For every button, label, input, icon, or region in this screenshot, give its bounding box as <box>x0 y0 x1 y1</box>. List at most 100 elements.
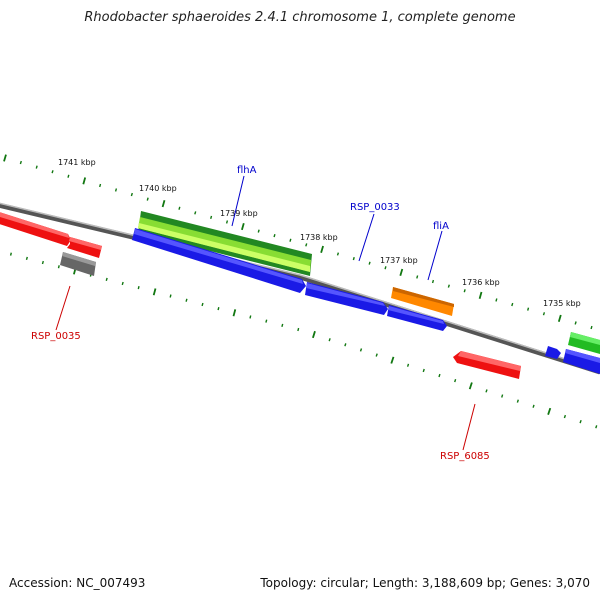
outer-scale-tick <box>289 238 292 242</box>
inner-scale-tick <box>281 323 284 327</box>
inner-scale-ticks <box>9 252 598 429</box>
outer-scale-tick <box>194 211 197 215</box>
inner-scale-tick <box>41 260 44 265</box>
inner-scale-tick <box>121 281 124 286</box>
gene-label-rsp0035[interactable]: RSP_0035 <box>31 331 81 342</box>
inner-scale-tick <box>501 394 504 398</box>
inner-scale-tick <box>312 330 316 339</box>
inner-scale-tick <box>9 252 12 256</box>
callout-rsp0035 <box>55 285 71 331</box>
inner-scale-tick <box>468 382 473 390</box>
inner-scale-tick <box>152 288 157 296</box>
genome-summary-text: Topology: circular; Length: 3,188,609 bp… <box>260 576 590 590</box>
outer-scale-tick <box>431 279 435 284</box>
inner-scale-tick <box>516 399 519 403</box>
outer-scale-tick <box>336 252 340 256</box>
callout-fliA <box>427 230 443 281</box>
gene-label-fliA[interactable]: fliA <box>433 221 449 232</box>
outer-scale-tick <box>574 321 577 325</box>
callout-rsp6085 <box>462 403 476 451</box>
outer-scale-tick <box>463 289 466 293</box>
gene-flhA-highlight <box>138 223 310 272</box>
kbp-label-1736: 1736 kbp <box>462 278 500 287</box>
outer-scale-tick <box>67 174 70 178</box>
outer-scale-tick <box>19 160 22 165</box>
callout-rsp0033 <box>358 213 375 262</box>
gene-red-left-shine <box>0 212 69 238</box>
gene-blue-1-shine <box>134 229 303 284</box>
inner-scale-tick <box>563 414 567 419</box>
inner-scale-tick <box>328 338 331 342</box>
inner-scale-tick <box>265 319 268 323</box>
kbp-label-1739: 1739 kbp <box>220 209 258 218</box>
inner-scale-tick <box>217 307 220 311</box>
outer-scale-tick <box>114 188 118 192</box>
inner-scale-tick <box>359 348 363 352</box>
outer-scale-tick <box>511 302 514 307</box>
inner-scale-tick <box>249 315 252 319</box>
outer-scale-ticks <box>3 154 593 330</box>
inner-scale-tick <box>579 419 582 424</box>
outer-scale-tick <box>368 261 371 265</box>
gene-blue-right[interactable] <box>563 349 600 374</box>
gene-blue-right-shine <box>565 349 600 363</box>
outer-scale-tick <box>51 170 54 174</box>
inner-scale-tick <box>169 294 172 298</box>
outer-scale-tick <box>384 266 387 270</box>
inner-scale-tick <box>438 373 441 378</box>
outer-scale-tick <box>557 314 562 322</box>
outer-scale-tick <box>399 268 404 276</box>
outer-scale-tick <box>241 222 245 231</box>
outer-scale-tick <box>210 215 213 219</box>
outer-scale-tick <box>82 177 87 185</box>
inner-scale-tick <box>375 353 378 357</box>
accession-text: Accession: NC_007493 <box>9 576 146 590</box>
outer-scale-tick <box>3 154 7 162</box>
inner-scale-tick <box>422 368 425 373</box>
inner-scale-tick <box>57 265 60 269</box>
kbp-label-1741: 1741 kbp <box>58 158 96 167</box>
inner-scale-tick <box>185 298 188 302</box>
inner-scale-tick <box>297 327 300 332</box>
inner-scale-tick <box>406 363 410 367</box>
gene-label-rsp6085[interactable]: RSP_6085 <box>440 451 490 462</box>
inner-scale-tick <box>25 256 28 260</box>
gene-blue-3-shine <box>388 306 444 324</box>
callout-flhA <box>231 175 245 227</box>
kbp-label-1740: 1740 kbp <box>139 184 177 193</box>
inner-scale-tick <box>201 302 204 307</box>
outer-scale-tick <box>225 220 229 224</box>
inner-scale-tick <box>532 404 535 408</box>
gene-rsp0033-shine <box>306 283 385 306</box>
gene-blue-small[interactable] <box>545 346 561 359</box>
inner-scale-tick <box>232 309 237 317</box>
outer-scale-tick <box>352 257 355 261</box>
outer-scale-tick <box>447 284 450 288</box>
inner-scale-tick <box>454 378 457 383</box>
inner-scale-tick <box>344 343 347 347</box>
inner-scale-tick <box>547 407 552 415</box>
outer-scale-tick <box>527 307 530 311</box>
outer-scale-tick <box>257 229 260 233</box>
outer-scale-tick <box>161 200 166 208</box>
kbp-label-1737: 1737 kbp <box>380 256 418 265</box>
outer-scale-tick <box>416 275 419 279</box>
inner-scale-tick <box>105 277 108 281</box>
gene-label-flhA[interactable]: flhA <box>237 165 257 176</box>
chromosome-backbone <box>0 202 600 375</box>
inner-scale-tick <box>595 425 598 429</box>
outer-scale-tick <box>99 183 102 188</box>
outer-scale-tick <box>130 192 133 197</box>
outer-scale-tick <box>178 206 181 210</box>
outer-scale-tick <box>590 325 593 330</box>
outer-scale-tick <box>478 291 483 299</box>
outer-scale-tick <box>273 234 276 238</box>
chromosome-backbone-highlight <box>0 202 600 371</box>
outer-scale-tick <box>35 165 38 169</box>
gene-rsp6085-shine <box>458 351 521 371</box>
gene-red-small-shine <box>69 237 102 250</box>
gene-label-rsp0033[interactable]: RSP_0033 <box>350 202 400 213</box>
outer-scale-tick <box>495 298 498 302</box>
